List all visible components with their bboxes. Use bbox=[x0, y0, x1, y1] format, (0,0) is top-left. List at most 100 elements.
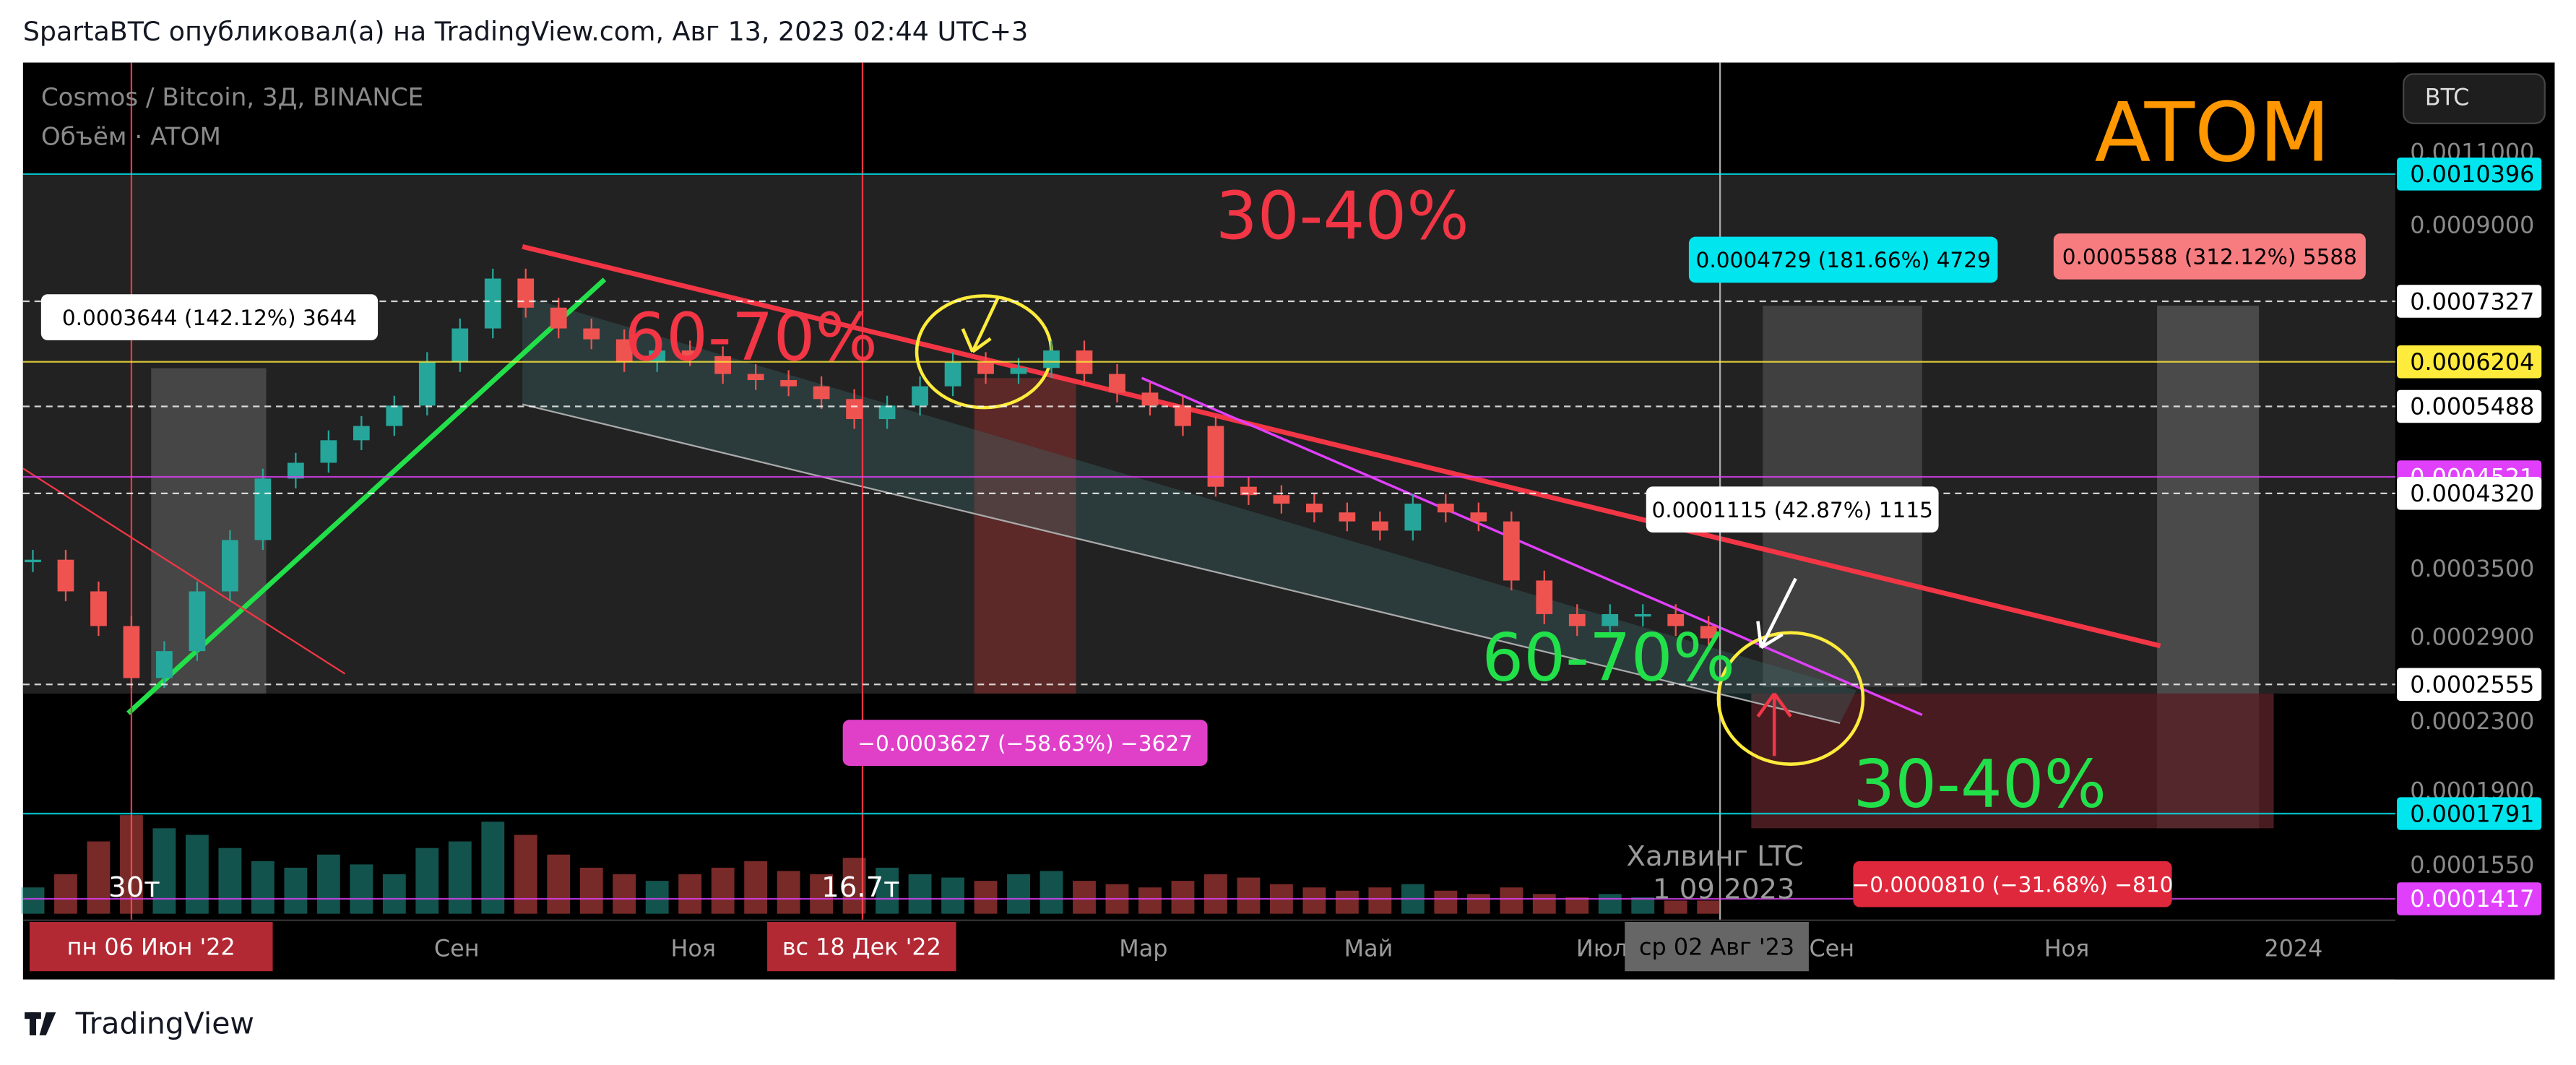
candle bbox=[1503, 521, 1520, 581]
candle bbox=[222, 540, 238, 592]
candle bbox=[451, 328, 469, 363]
volume-bar bbox=[1204, 874, 1227, 914]
measure-label: −0.0000810 (−31.68%) −810 bbox=[1851, 872, 2173, 897]
volume-bar bbox=[1631, 897, 1655, 914]
candle bbox=[1306, 504, 1323, 513]
candle bbox=[1371, 521, 1388, 531]
date-label: вс 18 Дек '22 bbox=[782, 933, 941, 960]
y-tick-label: 0.0002900 bbox=[2410, 624, 2534, 651]
candle bbox=[813, 386, 830, 400]
x-tick-label: Сен bbox=[1809, 935, 1854, 962]
volume-bar bbox=[1532, 894, 1556, 914]
candle bbox=[714, 356, 732, 374]
candle bbox=[418, 362, 436, 406]
zone bbox=[151, 368, 267, 694]
level-badge bbox=[2397, 345, 2542, 379]
candle bbox=[1043, 350, 1060, 368]
volume-bar bbox=[941, 877, 964, 914]
y-tick-label: 0.0009000 bbox=[2410, 211, 2534, 238]
candles bbox=[21, 268, 1721, 914]
measure-box bbox=[842, 720, 1208, 766]
trendline bbox=[22, 467, 346, 675]
x-tick-label: Мар bbox=[1119, 935, 1167, 962]
candle bbox=[1404, 504, 1422, 531]
candle bbox=[1568, 613, 1586, 626]
currency-button[interactable] bbox=[2403, 73, 2546, 124]
volume-bar bbox=[777, 871, 800, 914]
y-tick-label: 0.0001550 bbox=[2410, 851, 2534, 879]
price-axis bbox=[2395, 62, 2555, 980]
volume-bar bbox=[1171, 881, 1195, 914]
volume-bar bbox=[350, 864, 373, 914]
candle bbox=[912, 386, 928, 406]
circle bbox=[1716, 631, 1865, 766]
volume-bar bbox=[711, 867, 735, 914]
candle bbox=[287, 462, 304, 479]
volume-bar bbox=[218, 848, 242, 914]
volume-bar bbox=[415, 848, 439, 914]
date-badge bbox=[29, 921, 273, 972]
volume-bar bbox=[842, 858, 866, 914]
volume-bar bbox=[678, 874, 702, 914]
volume-bar bbox=[1237, 877, 1261, 914]
level-badge bbox=[2397, 882, 2542, 915]
volume-bar bbox=[810, 874, 834, 914]
volume-bar bbox=[21, 887, 45, 914]
candle bbox=[156, 651, 173, 678]
candle bbox=[57, 559, 74, 592]
zone bbox=[1751, 693, 2274, 829]
annotation: 60-70% bbox=[624, 300, 878, 376]
legend-symbol: Cosmos / Bitcoin, 3Д, BINANCE bbox=[41, 83, 423, 112]
level-badge bbox=[2397, 158, 2542, 191]
volume-bar bbox=[514, 835, 537, 914]
volume-bar bbox=[251, 861, 275, 914]
level-badge bbox=[2397, 285, 2542, 318]
volume-bar bbox=[316, 854, 340, 914]
measure-label: 0.0005588 (312.12%) 5588 bbox=[2062, 245, 2357, 270]
measure-box bbox=[1853, 861, 2172, 907]
date-label: пн 06 Июн '22 bbox=[67, 933, 235, 960]
legend-volume: Объём · ATOM bbox=[41, 123, 221, 152]
volume-bar bbox=[185, 835, 209, 914]
measure-label: 0.0004729 (181.66%) 4729 bbox=[1696, 248, 1991, 272]
candle bbox=[1273, 495, 1290, 504]
volume-bar bbox=[1500, 887, 1523, 914]
volume-bar bbox=[579, 867, 603, 914]
level-label: 0.0005488 bbox=[2410, 393, 2534, 421]
arrow bbox=[1756, 692, 1792, 756]
annotation: 60-70% bbox=[1482, 621, 1735, 697]
level-label: 0.0010396 bbox=[2410, 160, 2534, 188]
volume-bar bbox=[1697, 900, 1721, 914]
zone bbox=[974, 378, 1076, 694]
volume-bar bbox=[645, 881, 669, 914]
volume-bar bbox=[1565, 897, 1589, 914]
measure-label: 0.0001115 (42.87%) 1115 bbox=[1651, 498, 1932, 522]
volume-bar bbox=[1598, 894, 1622, 914]
volume-bar bbox=[1138, 887, 1162, 914]
level-label: 0.0004320 bbox=[2410, 480, 2534, 507]
logo bbox=[25, 1012, 56, 1035]
header: SpartaBTC опубликовал(а) на TradingView.… bbox=[23, 16, 1028, 47]
candle bbox=[1700, 626, 1717, 639]
x-tick-label: Июл bbox=[1576, 935, 1628, 962]
trendline bbox=[126, 277, 607, 715]
candle bbox=[484, 278, 501, 329]
volume-bar bbox=[1007, 874, 1030, 914]
x-tick-label: Сен bbox=[434, 935, 480, 962]
candle bbox=[1175, 405, 1191, 426]
candle bbox=[1339, 512, 1356, 522]
candle bbox=[780, 380, 798, 387]
level-badge bbox=[2397, 668, 2542, 701]
date-badge bbox=[767, 921, 956, 972]
annotation: 30-40% bbox=[1853, 747, 2106, 823]
volume-bar bbox=[120, 815, 143, 914]
level-badge bbox=[2397, 389, 2542, 423]
currency-label: BTC bbox=[2425, 84, 2470, 111]
annotation: ATOM bbox=[2095, 84, 2330, 180]
candle bbox=[977, 362, 994, 374]
arrow bbox=[1756, 577, 1797, 650]
candle bbox=[1470, 512, 1487, 522]
candle bbox=[550, 307, 567, 329]
candle bbox=[878, 405, 896, 420]
